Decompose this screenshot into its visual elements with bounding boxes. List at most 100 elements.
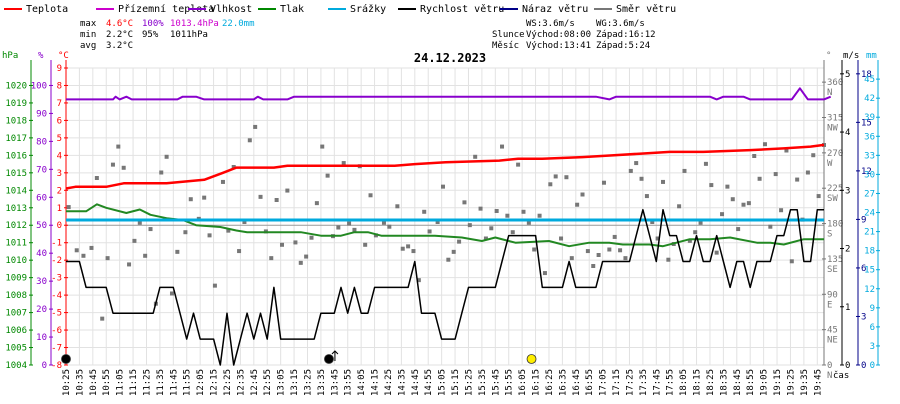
axis-ms-label-1: 1 [845, 303, 850, 313]
x-tick-36: 16:25 [545, 369, 555, 396]
axis-ms-label-4: 4 [845, 128, 850, 138]
axis-kmh-label-0: 0 [861, 361, 866, 371]
x-tick-47: 18:15 [693, 369, 703, 396]
direction-point-49 [347, 221, 352, 226]
x-tick-10: 12:05 [196, 369, 206, 396]
direction-point-129 [784, 148, 789, 153]
direction-point-120 [736, 227, 741, 232]
direction-point-89 [569, 256, 574, 261]
direction-point-95 [601, 180, 606, 185]
direction-point-57 [395, 204, 400, 209]
axis-direction-label-4: 180 [827, 220, 843, 230]
direction-point-6 [105, 256, 110, 261]
direction-point-41 [304, 254, 309, 259]
direction-point-106 [661, 179, 666, 184]
x-tick-29: 15:15 [451, 369, 461, 396]
axis-celsius-label-11: 3 [57, 169, 62, 179]
moon-rise: Východ:13:41 [526, 41, 591, 51]
axis-rain-label-0: 0 [870, 361, 875, 371]
axis-celsius-label-4: -4 [51, 291, 62, 301]
direction-point-19 [175, 249, 180, 254]
axis-percent-label-3: 30 [36, 277, 47, 287]
axis-unit-rain: mm [866, 51, 877, 61]
legend-label-rychlost-vetru: Rychlost větru [420, 3, 504, 15]
x-tick-12: 12:25 [223, 369, 233, 396]
stat-min-label: min [80, 30, 96, 40]
direction-point-0 [66, 205, 71, 210]
grid [65, 67, 825, 366]
axis-direction-label-6: 270 [827, 149, 843, 159]
direction-point-80 [521, 209, 526, 214]
axis-celsius-label-0: -8 [51, 361, 62, 371]
axis-percent-label-9: 90 [36, 109, 47, 119]
direction-point-39 [293, 240, 298, 245]
direction-point-99 [623, 256, 628, 261]
direction-point-115 [709, 183, 714, 188]
direction-point-35 [269, 256, 274, 261]
series-rychlost-v-tru [66, 208, 824, 366]
axis-ms-label-0: 0 [845, 361, 850, 371]
axis-hpa-label-6: 1010 [5, 256, 27, 266]
direction-point-66 [446, 257, 451, 262]
direction-point-1 [74, 248, 79, 253]
axis-direction-label-3: 135 [827, 255, 843, 265]
x-tick-38: 16:45 [572, 369, 582, 396]
direction-point-131 [795, 177, 800, 182]
axis-hpa-label-2: 1006 [5, 326, 27, 336]
stat-avg-temp: 3.2°C [106, 41, 133, 51]
direction-point-121 [741, 202, 746, 207]
x-tick-15: 12:55 [263, 369, 273, 396]
direction-point-78 [510, 230, 515, 235]
direction-point-84 [542, 271, 547, 276]
axis-hpa-label-1: 1005 [5, 344, 27, 354]
axis-percent-label-7: 70 [36, 165, 47, 175]
direction-point-91 [580, 192, 585, 197]
direction-point-37 [279, 242, 284, 247]
axis-direction-compass-3: SE [827, 265, 838, 275]
axis-direction-compass-7: NW [827, 124, 838, 134]
direction-point-32 [253, 124, 258, 129]
direction-point-69 [462, 200, 467, 205]
stat-max-hum: 100% [142, 19, 164, 29]
axes: 1004100510061007100810091010101110121013… [5, 60, 880, 381]
direction-point-86 [553, 174, 558, 179]
direction-point-18 [169, 291, 174, 296]
legend-label-naraz-vetru: Náraz větru [522, 3, 588, 15]
axis-direction-label-0: 0 [827, 361, 832, 371]
axis-rain-label-5: 15 [864, 266, 875, 276]
axis-celsius-label-2: -6 [51, 326, 62, 336]
stat-min-press: 1011hPa [170, 30, 208, 40]
axis-celsius-label-14: 6 [57, 116, 62, 126]
direction-point-42 [309, 235, 314, 240]
direction-point-68 [457, 239, 462, 244]
x-tick-52: 19:05 [760, 369, 770, 396]
direction-point-9 [121, 165, 126, 170]
x-tick-19: 13:35 [317, 369, 327, 396]
direction-point-12 [137, 220, 142, 225]
axis-celsius-label-8: 0 [57, 221, 62, 231]
legend-label-vlhkost: Vlhkost [210, 4, 252, 15]
x-tick-20: 13:45 [330, 369, 340, 396]
sun-moon-info: WS:3.6m/s WG:3.6m/s Slunce Východ:08:00 … [492, 19, 656, 51]
axis-unit-hpa: hPa [2, 51, 18, 61]
stat-min-temp: 2.2°C [106, 30, 133, 40]
axis-celsius-label-12: 4 [57, 151, 62, 161]
axis-direction-label-5: 225 [827, 184, 843, 194]
x-tick-45: 17:55 [666, 369, 676, 396]
markers [61, 350, 537, 364]
x-tick-17: 13:15 [290, 369, 300, 396]
direction-point-135 [816, 194, 821, 199]
axis-rain-label-12: 36 [864, 132, 875, 142]
sun-rise: Východ:08:00 [526, 30, 591, 40]
series [65, 87, 832, 366]
direction-point-30 [242, 220, 247, 224]
axis-direction-label-1: 45 [827, 326, 838, 336]
stat-max-press: 1013.4hPa [170, 19, 219, 29]
direction-point-133 [805, 170, 810, 175]
axis-celsius-label-16: 8 [57, 81, 62, 91]
x-tick-31: 15:35 [478, 369, 488, 396]
direction-point-71 [473, 154, 478, 159]
axis-hpa-label-12: 1016 [5, 151, 27, 161]
axis-rain-label-13: 39 [864, 113, 875, 123]
